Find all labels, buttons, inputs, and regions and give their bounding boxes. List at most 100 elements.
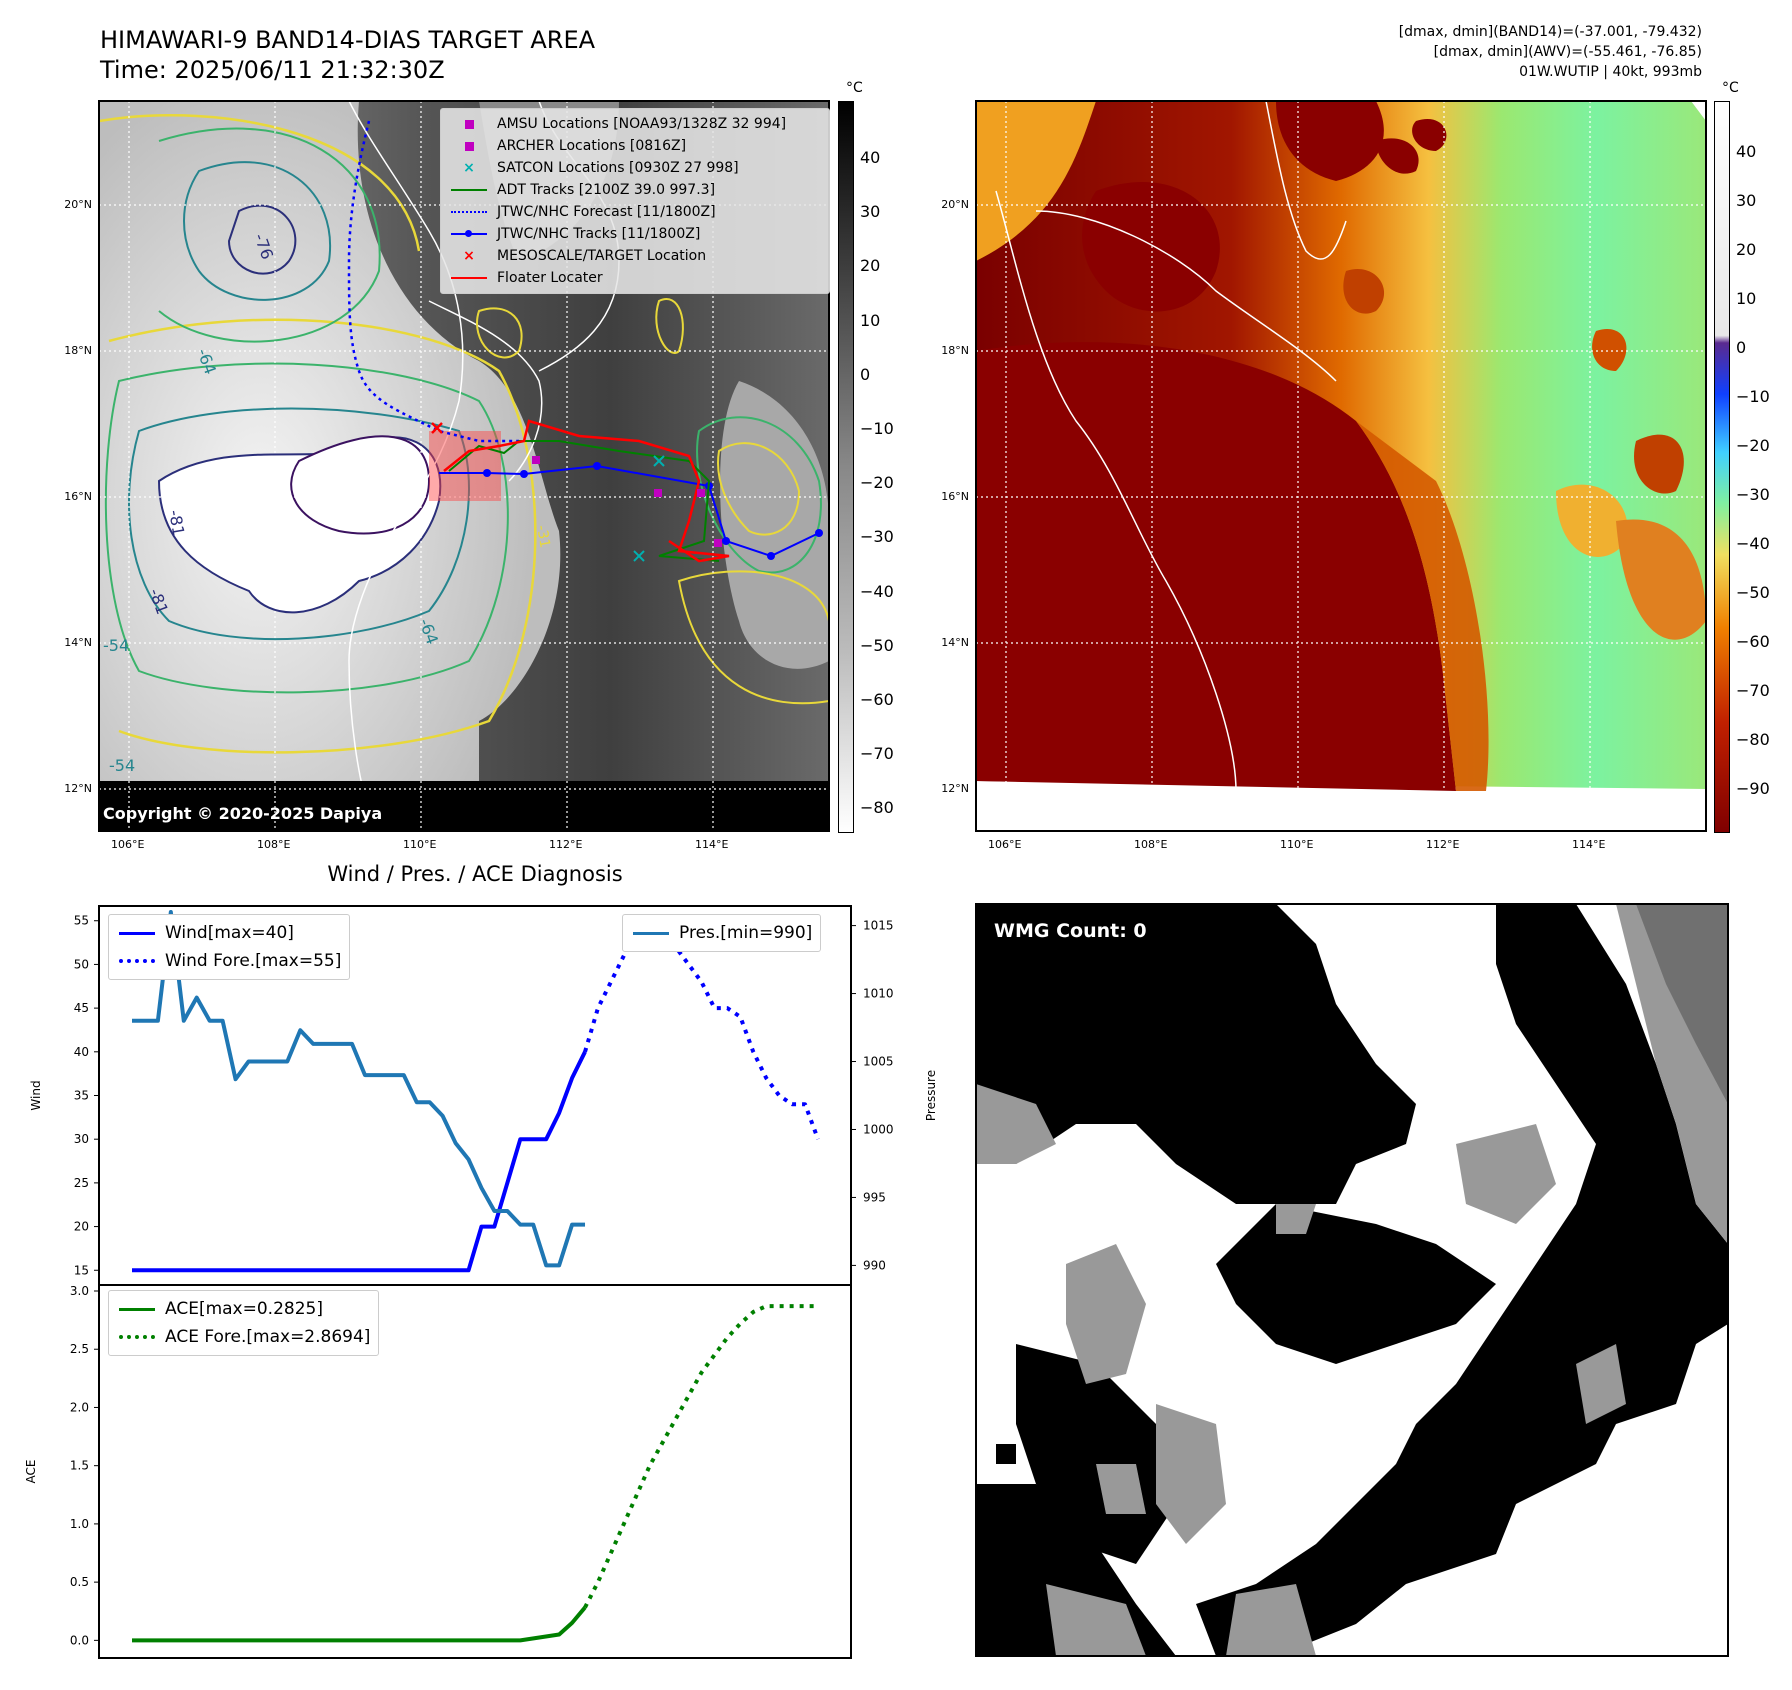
wind-tick-label: 55 [74,914,89,928]
colorbar-tick: −70 [1736,681,1770,700]
legend-jtwc-track: JTWC/NHC Tracks [11/1800Z] [449,223,821,245]
contour-label-3: -81 [165,508,188,537]
colorbar-tick: 30 [1736,191,1757,210]
colorbar-tick: −40 [860,581,894,601]
pres-tick-label: 1010 [863,987,894,1001]
wmg-count: WMG Count: 0 [994,920,1147,942]
wind-tick-label: 20 [74,1220,89,1234]
right-colorbar-ticks: 40 30 20 10 0 −10 −20 −30 −40 −50 −60 −70 −80 −90 [1736,101,1786,831]
ace-tick-label: 0.5 [70,1575,89,1589]
legend-ace: ACE[max=0.2825] [117,1295,370,1323]
wmg-map [976,904,1728,1656]
lon-label: 106°E [988,838,1022,851]
copyright: Copyright © 2020-2025 Dapiya [103,804,383,823]
colorbar-tick: −20 [860,473,894,493]
satcon-points [633,455,665,562]
colorbar-tick: −90 [1736,779,1770,798]
target-area-box [429,431,501,501]
wind-tick-label: 30 [74,1132,89,1146]
colorbar-tick: 40 [1736,142,1757,161]
contour-label-8: -31 [533,524,553,549]
wind-tick-label: 50 [74,957,89,971]
lat-label: 16°N [941,490,969,503]
wind-tick-label: 45 [74,1001,89,1015]
colorbar-tick: −30 [860,527,894,547]
lon-label: 114°E [695,838,729,851]
legend-ace-fore: ACE Fore.[max=2.8694] [117,1323,370,1351]
lat-label: 20°N [941,198,969,211]
ace-tick-label: 3.0 [70,1284,89,1298]
contour-label-6: -54 [109,756,135,775]
colorbar-tick: 10 [860,310,881,330]
ace-tick-label: 0.0 [70,1633,89,1647]
diag-title: Wind / Pres. / ACE Diagnosis [327,862,623,886]
colorbar-tick: 10 [1736,289,1757,308]
wind-forecast-line [583,918,820,1140]
left-colorbar [838,101,854,833]
colorbar-tick: −20 [1736,436,1770,455]
ace-tick-label: 1.5 [70,1459,89,1473]
jtwc-track-points [483,462,823,560]
lon-label: 106°E [111,838,145,851]
info-block: [dmax, dmin](BAND14)=(-37.001, -79.432) … [1399,22,1702,82]
pressure-legend: Pres.[min=990] [622,914,822,952]
colorbar-tick: −80 [860,798,894,818]
legend-wind: Wind[max=40] [117,919,341,947]
wmg-panel: WMG Count: 0 [976,904,1728,1656]
awv-map-lat-labels: 20°N 18°N 16°N 14°N 12°N [917,101,973,831]
colorbar-tick: 0 [1736,338,1747,357]
diag-chart: 15 20 25 30 35 40 45 50 55 990 995 1000 1005 1010 1015… [24,905,938,1659]
chart-time: Time: 2025/06/11 21:32:30Z [100,56,445,84]
colorbar-tick: 20 [860,256,881,276]
colorbar-tick: 40 [860,148,881,167]
wind-axis-label: Wind [29,1080,43,1110]
ace-tick-label: 2.0 [70,1400,89,1414]
wind-tick-label: 15 [74,1263,89,1277]
colorbar-tick: −70 [860,744,894,764]
pres-tick-label: 1015 [863,919,894,933]
ace-forecast-line [583,1304,818,1609]
ace-tick-label: 2.5 [70,1342,89,1356]
colorbar-tick: −10 [1736,387,1770,406]
chart-title: HIMAWARI-9 BAND14-DIAS TARGET AREA [100,26,596,54]
wind-tick-label: 25 [74,1176,89,1190]
legend-adt: ADT Tracks [2100Z 39.0 997.3] [449,179,821,201]
floater-locater [443,419,730,563]
ir-map-lon-labels: 106°E 108°E 110°E 112°E 114°E [99,838,829,854]
legend-jtwc-forecast: JTWC/NHC Forecast [11/1800Z] [449,201,821,223]
pres-tick-label: 990 [863,1258,886,1272]
adt-track [448,440,720,562]
colorbar-tick: −30 [1736,485,1770,504]
colorbar-tick: −10 [860,419,894,438]
contour-label-4: -54 [103,636,129,655]
ace-tick-label: 1.0 [70,1517,89,1531]
colorbar-tick: 0 [860,364,871,384]
awv-map-panel [976,101,1706,831]
pres-tick-label: 995 [863,1190,886,1204]
lon-label: 108°E [257,838,291,851]
right-colorbar [1714,101,1730,833]
wind-legend: Wind[max=40] Wind Fore.[max=55] [108,914,351,980]
jtwc-track [439,464,820,558]
lat-label: 12°N [64,782,92,795]
pres-tick-label: 1000 [863,1122,894,1136]
wind-tick-label: 35 [74,1089,89,1103]
pressure-line [132,910,586,1268]
ace-axis-label: ACE [24,1460,38,1484]
lat-label: 20°N [64,198,92,211]
colorbar-tick: −50 [860,635,894,655]
amsu-archer-points [532,456,722,547]
info-band14: [dmax, dmin](BAND14)=(-37.001, -79.432) [1398,24,1702,40]
info-storm: 01W.WUTIP | 40kt, 993mb [1519,64,1702,80]
info-awv: [dmax, dmin](AWV)=(-55.461, -76.85) [1433,44,1702,60]
lon-label: 110°E [403,838,437,851]
lat-label: 12°N [941,782,969,795]
left-colorbar-unit: °C [846,80,863,96]
ace-legend: ACE[max=0.2825] ACE Fore.[max=2.8694] [108,1290,380,1356]
right-colorbar-unit: °C [1722,80,1739,96]
lon-label: 108°E [1134,838,1168,851]
awv-map [976,101,1706,831]
colorbar-tick: −60 [860,690,894,709]
legend-pres: Pres.[min=990] [631,919,812,947]
lon-label: 114°E [1572,838,1606,851]
